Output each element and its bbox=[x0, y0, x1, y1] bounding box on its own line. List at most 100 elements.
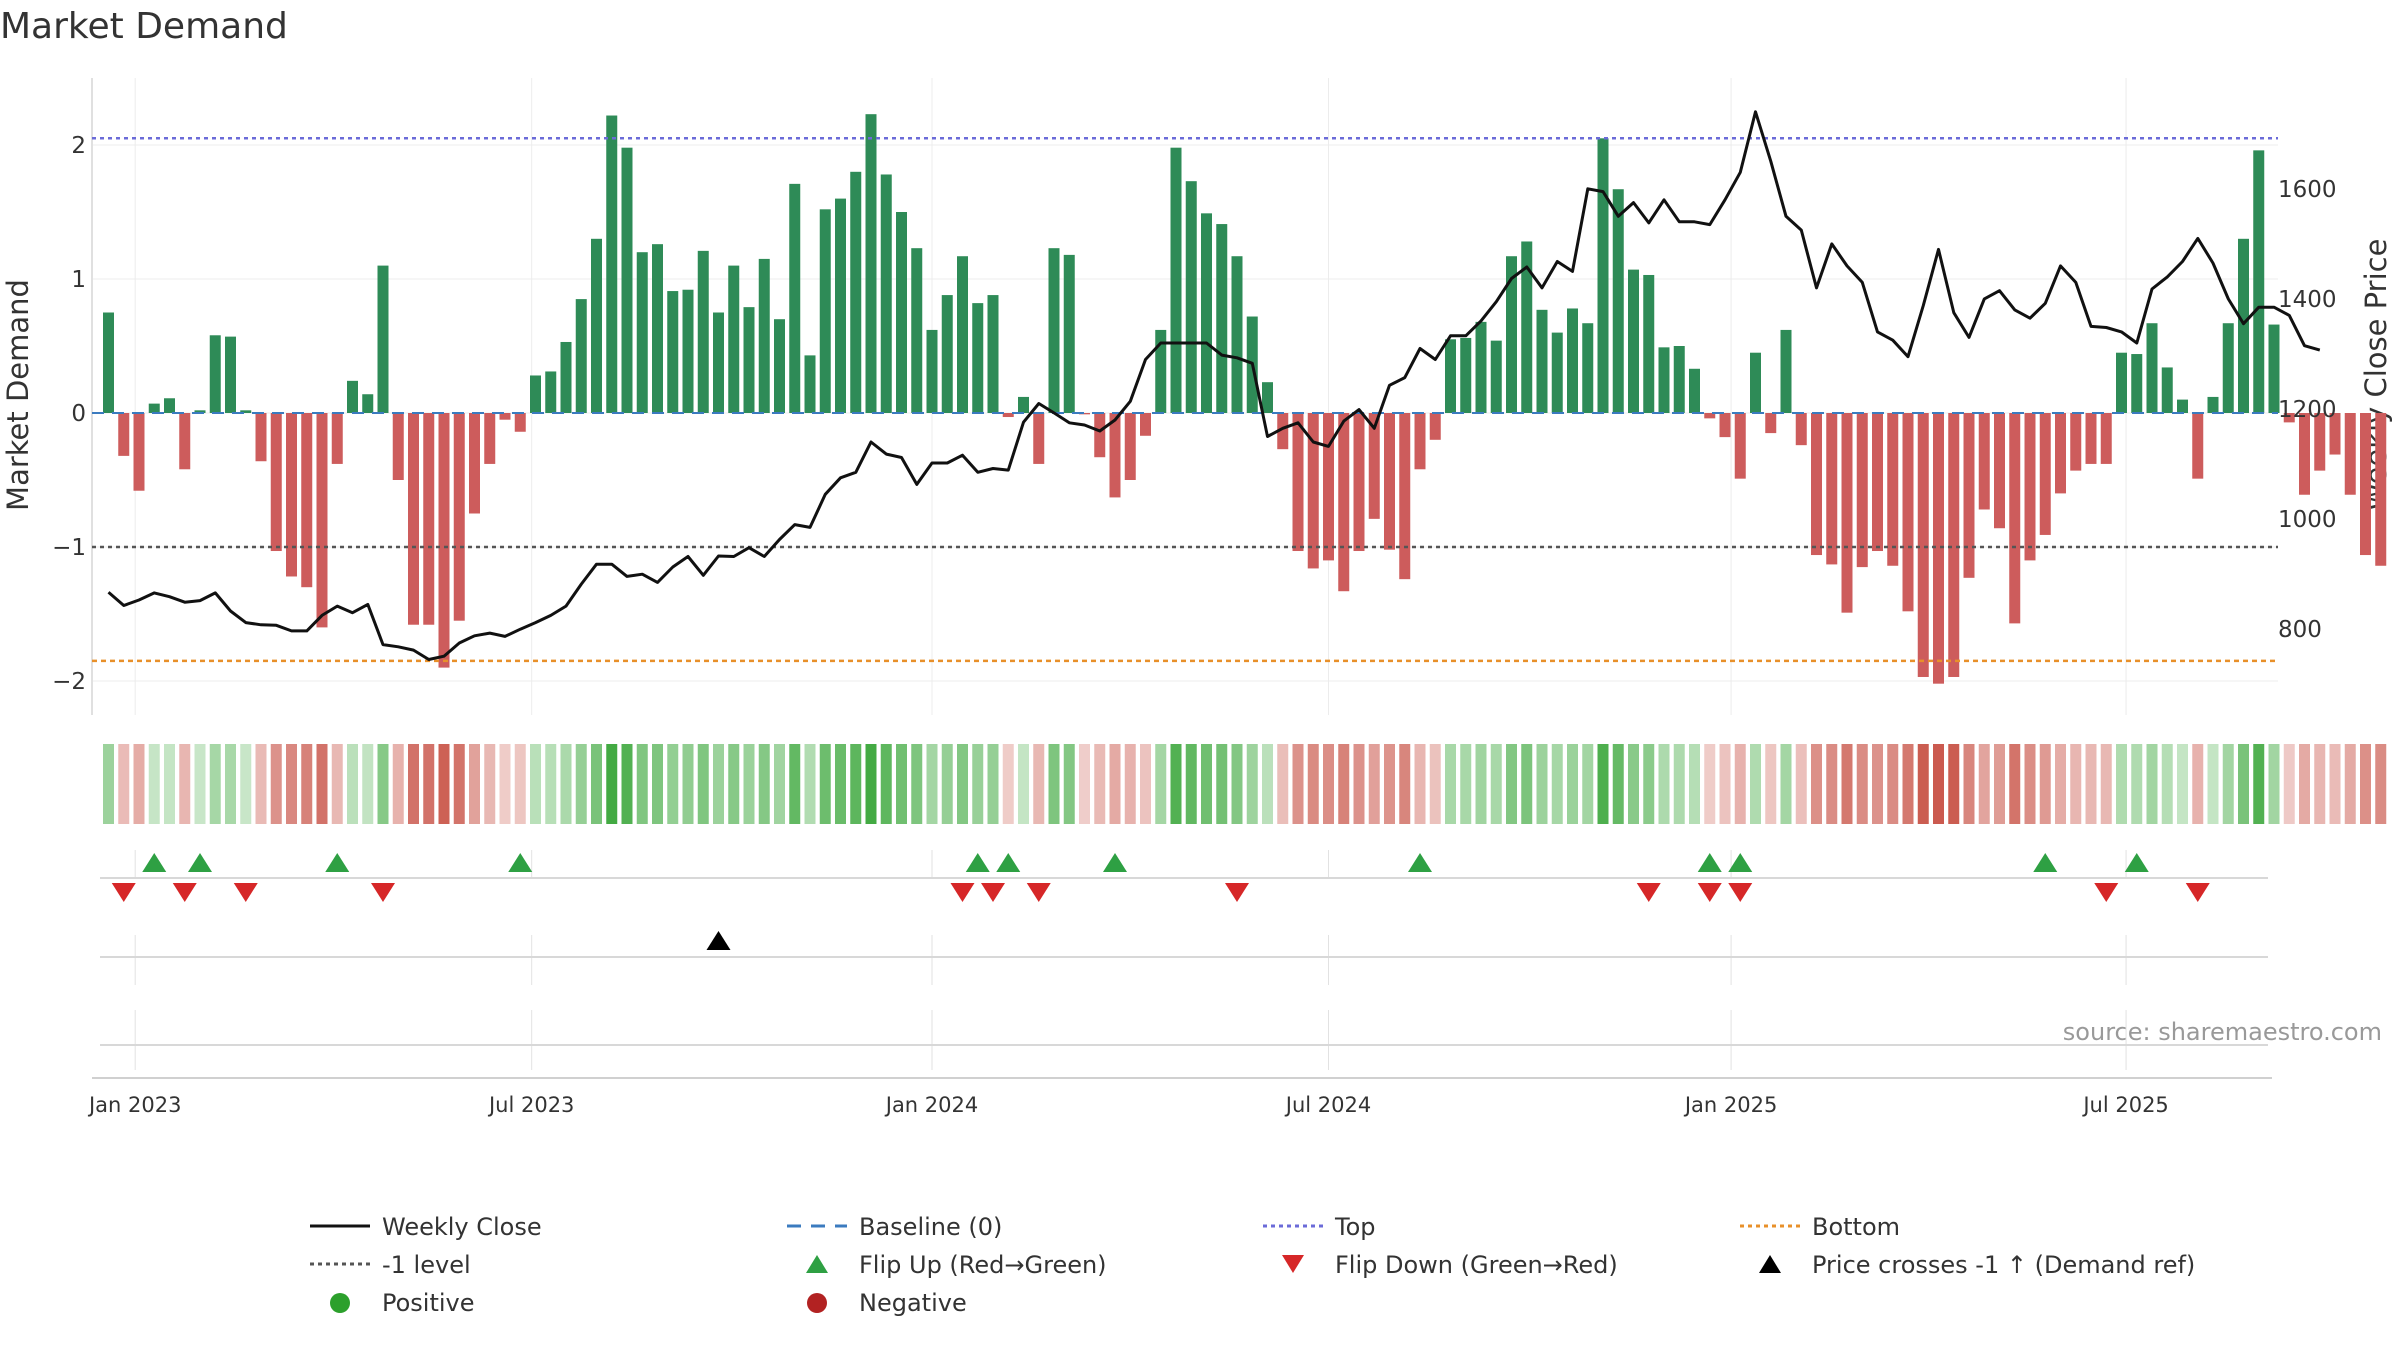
demand-bar bbox=[1094, 413, 1106, 458]
demand-bar bbox=[225, 336, 236, 413]
heat-cell bbox=[1673, 744, 1685, 824]
date-tick-label: Jan 2025 bbox=[1683, 1093, 1778, 1117]
heat-cell bbox=[1826, 744, 1838, 824]
demand-bar bbox=[957, 256, 968, 413]
demand-bar bbox=[164, 398, 175, 413]
heat-cell bbox=[1445, 744, 1456, 824]
heat-cell bbox=[1582, 744, 1594, 824]
demand-bar bbox=[270, 413, 282, 552]
heat-cell bbox=[1231, 744, 1243, 824]
demand-bar bbox=[1429, 413, 1441, 440]
demand-bar bbox=[1948, 413, 1960, 677]
demand-bar bbox=[1780, 329, 1792, 413]
demand-bar bbox=[1445, 339, 1456, 413]
heat-cell bbox=[164, 744, 175, 824]
heat-cell bbox=[1902, 744, 1914, 824]
demand-bar bbox=[1277, 413, 1289, 450]
heat-cell bbox=[728, 744, 740, 824]
demand-bar bbox=[1826, 413, 1838, 565]
demand-bar bbox=[1063, 254, 1075, 413]
heat-cell bbox=[636, 744, 648, 824]
heat-cell bbox=[713, 744, 724, 824]
heat-cell bbox=[469, 744, 480, 824]
demand-bar bbox=[499, 413, 511, 420]
legend-swatch bbox=[330, 1293, 350, 1313]
legend-item: Price crosses -1 ↑ (Demand ref) bbox=[1759, 1251, 2195, 1279]
demand-bar bbox=[1490, 340, 1502, 413]
heat-cell bbox=[865, 744, 877, 824]
demand-bar bbox=[2222, 323, 2234, 413]
demand-bar bbox=[728, 265, 740, 413]
demand-bar bbox=[316, 413, 328, 628]
legend-label: Weekly Close bbox=[382, 1213, 542, 1241]
demand-bar bbox=[1384, 413, 1395, 550]
demand-bar bbox=[1216, 224, 1228, 413]
demand-bar bbox=[1185, 181, 1197, 413]
heat-cell bbox=[2146, 744, 2158, 824]
demand-bar bbox=[1048, 248, 1060, 413]
demand-bar bbox=[2100, 413, 2112, 464]
heat-cell bbox=[972, 744, 984, 824]
heat-cell bbox=[697, 744, 709, 824]
demand-bar bbox=[926, 329, 938, 413]
demand-bar bbox=[2268, 324, 2280, 413]
legend-item: Negative bbox=[807, 1289, 967, 1317]
heat-cell bbox=[1399, 744, 1411, 824]
right-tick-label: 1600 bbox=[2278, 177, 2337, 203]
heat-cell bbox=[1429, 744, 1441, 824]
demand-bar bbox=[1002, 413, 1014, 418]
heat-cell bbox=[1734, 744, 1746, 824]
demand-bar bbox=[1872, 413, 1883, 552]
demand-bar bbox=[103, 312, 114, 413]
heat-cell bbox=[545, 744, 557, 824]
demand-bar bbox=[133, 413, 145, 491]
heat-cell bbox=[1292, 744, 1304, 824]
demand-bar bbox=[1018, 396, 1029, 413]
demand-bar bbox=[347, 380, 358, 413]
demand-bar bbox=[758, 258, 770, 413]
flip-down-marker bbox=[1225, 883, 1249, 902]
demand-bar bbox=[1673, 346, 1685, 413]
legend-item: -1 level bbox=[310, 1251, 471, 1279]
legend-label: Price crosses -1 ↑ (Demand ref) bbox=[1812, 1251, 2195, 1279]
right-tick-label: 1400 bbox=[2278, 287, 2337, 313]
flip-up-marker bbox=[1408, 853, 1432, 872]
demand-bar bbox=[1460, 337, 1472, 413]
demand-bar bbox=[514, 413, 526, 432]
demand-bar bbox=[896, 212, 907, 413]
flip-down-marker bbox=[233, 883, 258, 902]
heat-cell bbox=[1887, 744, 1899, 824]
heat-cell bbox=[1978, 744, 1990, 824]
axes bbox=[91, 78, 2272, 1079]
heat-cell bbox=[1704, 744, 1716, 824]
heat-cell bbox=[2329, 744, 2341, 824]
demand-bar bbox=[408, 413, 419, 625]
heat-cell bbox=[1368, 744, 1380, 824]
demand-bar bbox=[713, 312, 724, 413]
demand-bar bbox=[438, 413, 450, 668]
heat-cell bbox=[1079, 744, 1090, 824]
demand-bar bbox=[1307, 413, 1319, 569]
heat-cell bbox=[1506, 744, 1517, 824]
demand-bar bbox=[1917, 413, 1929, 677]
demand-bar bbox=[865, 114, 877, 414]
heat-cell bbox=[1353, 744, 1365, 824]
demand-bar bbox=[377, 265, 389, 413]
weekly-close-line bbox=[107, 110, 2321, 661]
left-tick-label: −1 bbox=[52, 535, 86, 561]
heat-cell bbox=[2253, 744, 2265, 824]
heat-cell bbox=[2055, 744, 2066, 824]
demand-bar bbox=[1109, 413, 1121, 498]
heat-cell bbox=[2161, 744, 2173, 824]
demand-bar bbox=[2146, 323, 2158, 413]
heat-cell bbox=[408, 744, 419, 824]
demand-bar bbox=[1399, 413, 1411, 580]
demand-bar bbox=[941, 295, 953, 413]
heat-cell bbox=[286, 744, 297, 824]
heat-cell bbox=[209, 744, 221, 824]
heat-cell bbox=[743, 744, 755, 824]
heat-cell bbox=[1460, 744, 1472, 824]
flip-down-marker bbox=[172, 883, 197, 902]
heat-cell bbox=[2009, 744, 2021, 824]
heat-cell bbox=[133, 744, 145, 824]
